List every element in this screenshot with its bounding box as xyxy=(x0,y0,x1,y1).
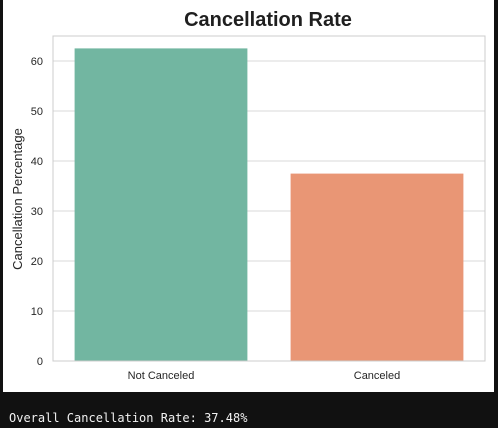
chart-title: Cancellation Rate xyxy=(184,9,352,31)
y-tick-label: 20 xyxy=(31,256,43,268)
bar-chart: 0 10 20 30 40 50 60 Not Canceled Canceled Cance… xyxy=(10,9,486,382)
y-tick-labels: 0 10 20 30 40 50 60 xyxy=(31,56,43,368)
plot-frame xyxy=(52,35,486,362)
x-tick-label: Not Canceled xyxy=(128,370,195,382)
bar-canceled xyxy=(290,173,464,361)
y-axis-label: Cancellation Percentage xyxy=(10,128,25,270)
y-tick-label: 40 xyxy=(31,156,43,168)
y-tick-label: 30 xyxy=(31,206,43,218)
x-tick-labels: Not Canceled Canceled xyxy=(128,370,401,382)
y-tick-label: 60 xyxy=(31,56,43,68)
x-tick-label: Canceled xyxy=(354,370,400,382)
y-tick-label: 50 xyxy=(31,106,43,118)
bars xyxy=(74,48,464,362)
y-tick-label: 0 xyxy=(37,356,43,368)
y-tick-label: 10 xyxy=(31,306,43,318)
console-output: Overall Cancellation Rate: 37.48% xyxy=(9,411,248,425)
bar-not-canceled xyxy=(74,48,248,362)
chart-figure: 0 10 20 30 40 50 60 Not Canceled Canceled Cance… xyxy=(3,0,494,392)
